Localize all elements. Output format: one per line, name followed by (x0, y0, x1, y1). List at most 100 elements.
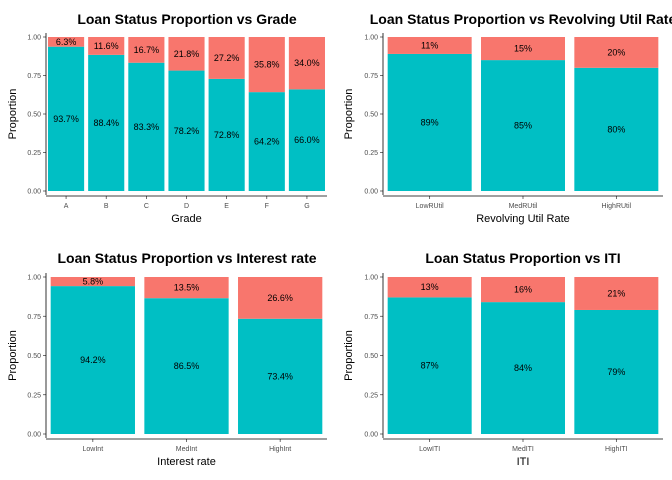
y-tick-label: 0.25 (27, 150, 41, 157)
x-tick-label: HighRUtil (602, 203, 632, 210)
y-tick-label: 0.75 (27, 73, 41, 80)
data-label: 13% (421, 282, 439, 292)
y-tick-label: 0.50 (27, 353, 41, 360)
x-tick-label: D (184, 203, 189, 210)
x-tick-label: LowRUtil (416, 203, 444, 210)
chart-iti-svg: Loan Status Proportion vs ITI 0.00 0.25 0.5… (343, 250, 663, 468)
x-tick-label: HighInt (269, 446, 291, 453)
chart-title: Loan Status Proportion vs ITI (425, 250, 620, 266)
y-tick-label: 0.25 (27, 392, 41, 399)
x-tick-label: G (304, 203, 309, 210)
y-tick-label: 1.00 (27, 275, 41, 282)
y-tick-label: 0.00 (364, 189, 378, 196)
x-tick-label: MedITI (512, 446, 534, 453)
bar-segment (88, 54, 125, 191)
data-label: 64.2% (254, 137, 280, 147)
chart-grade-svg: Loan Status Proportion vs Grade 0.00 0.25 0… (7, 11, 327, 225)
bar-segment (144, 298, 229, 434)
y-axis-label: Proportion (343, 330, 355, 381)
bar-segment (248, 37, 285, 93)
y-tick-label: 0.00 (27, 189, 41, 196)
bar-segment (208, 78, 245, 191)
chart-grade: Loan Status Proportion vs Grade 0.00 0.25 0… (0, 0, 336, 240)
data-label: 35.8% (254, 60, 280, 70)
bar-segment (238, 318, 323, 434)
bar-segment (208, 37, 245, 79)
data-label: 80% (607, 124, 625, 134)
chart-revolving-util-svg: Loan Status Proportion vs Revolving Util… (343, 11, 672, 225)
y-tick-label: 0.75 (27, 314, 41, 321)
data-label: 21% (607, 288, 625, 298)
y-tick-label: 0.25 (364, 150, 378, 157)
data-label: 27.2% (214, 53, 240, 63)
bar-segment (168, 70, 205, 191)
x-tick-label: C (144, 203, 149, 210)
y-tick-label: 0.50 (364, 353, 378, 360)
bar-segment (88, 37, 125, 55)
y-tick-label: 0.25 (364, 392, 378, 399)
chart-revolving-util: Loan Status Proportion vs Revolving Util… (336, 0, 672, 240)
bar-segment (481, 302, 565, 434)
x-tick-label: E (224, 203, 229, 210)
bar-segment (574, 309, 659, 434)
bar-segment (238, 277, 323, 319)
bar-segment (168, 37, 205, 71)
y-axis-label: Proportion (7, 89, 19, 140)
data-label: 11% (421, 40, 438, 50)
y-tick-label: 0.75 (364, 314, 378, 321)
data-label: 85% (514, 121, 532, 131)
bar-segment (128, 62, 165, 191)
bar-segment (387, 297, 472, 434)
y-tick-label: 0.00 (27, 432, 41, 439)
bar-segment (144, 277, 229, 299)
y-tick-label: 0.00 (364, 432, 378, 439)
chart-iti: Loan Status Proportion vs ITI 0.00 0.25 0.5… (336, 240, 672, 480)
data-label: 66.0% (294, 135, 320, 145)
data-label: 15% (514, 44, 532, 54)
chart-interest-rate: Loan Status Proportion vs Interest rate 0… (0, 240, 336, 480)
bar-segment (248, 92, 285, 191)
data-label: 87% (421, 361, 439, 371)
data-label: 11.6% (94, 41, 119, 51)
data-label: 5.8% (83, 277, 104, 287)
x-axis-label: Interest rate (157, 456, 216, 468)
x-tick-label: LowITI (419, 446, 440, 453)
x-tick-label: B (104, 203, 109, 210)
y-tick-label: 1.00 (27, 35, 41, 42)
y-tick-label: 1.00 (364, 275, 378, 282)
data-label: 86.5% (174, 361, 200, 371)
bar-segment (481, 37, 565, 61)
bar-segment (387, 277, 472, 298)
x-tick-label: LowInt (83, 446, 104, 453)
bar-segment (48, 37, 85, 47)
data-label: 13.5% (174, 283, 200, 293)
data-label: 6.3% (56, 37, 77, 47)
data-label: 78.2% (174, 126, 200, 136)
chart-title: Loan Status Proportion vs Interest rate (57, 250, 316, 266)
x-tick-label: F (265, 203, 269, 210)
data-label: 26.6% (267, 293, 293, 303)
data-label: 20% (607, 47, 625, 57)
data-label: 72.8% (214, 130, 240, 140)
data-label: 94.2% (80, 355, 106, 365)
x-tick-label: A (64, 203, 69, 210)
data-label: 84% (514, 363, 532, 373)
data-label: 16.7% (134, 45, 160, 55)
bar-segment (50, 286, 135, 434)
bar-segment (128, 37, 165, 63)
bar-segment (387, 37, 472, 54)
bar-segment (481, 60, 565, 191)
data-label: 93.7% (53, 114, 79, 124)
bar-segment (288, 37, 325, 90)
data-label: 21.8% (174, 49, 200, 59)
x-axis-label: Grade (171, 213, 202, 225)
bar-segment (288, 89, 325, 191)
y-tick-label: 0.50 (27, 112, 41, 119)
data-label: 73.4% (267, 371, 293, 381)
bar-segment (574, 277, 659, 310)
x-tick-label: MedRUtil (509, 203, 538, 210)
bar-segment (481, 277, 565, 303)
data-label: 16% (514, 285, 532, 295)
y-axis-label: Proportion (7, 330, 19, 381)
data-label: 79% (607, 367, 625, 377)
